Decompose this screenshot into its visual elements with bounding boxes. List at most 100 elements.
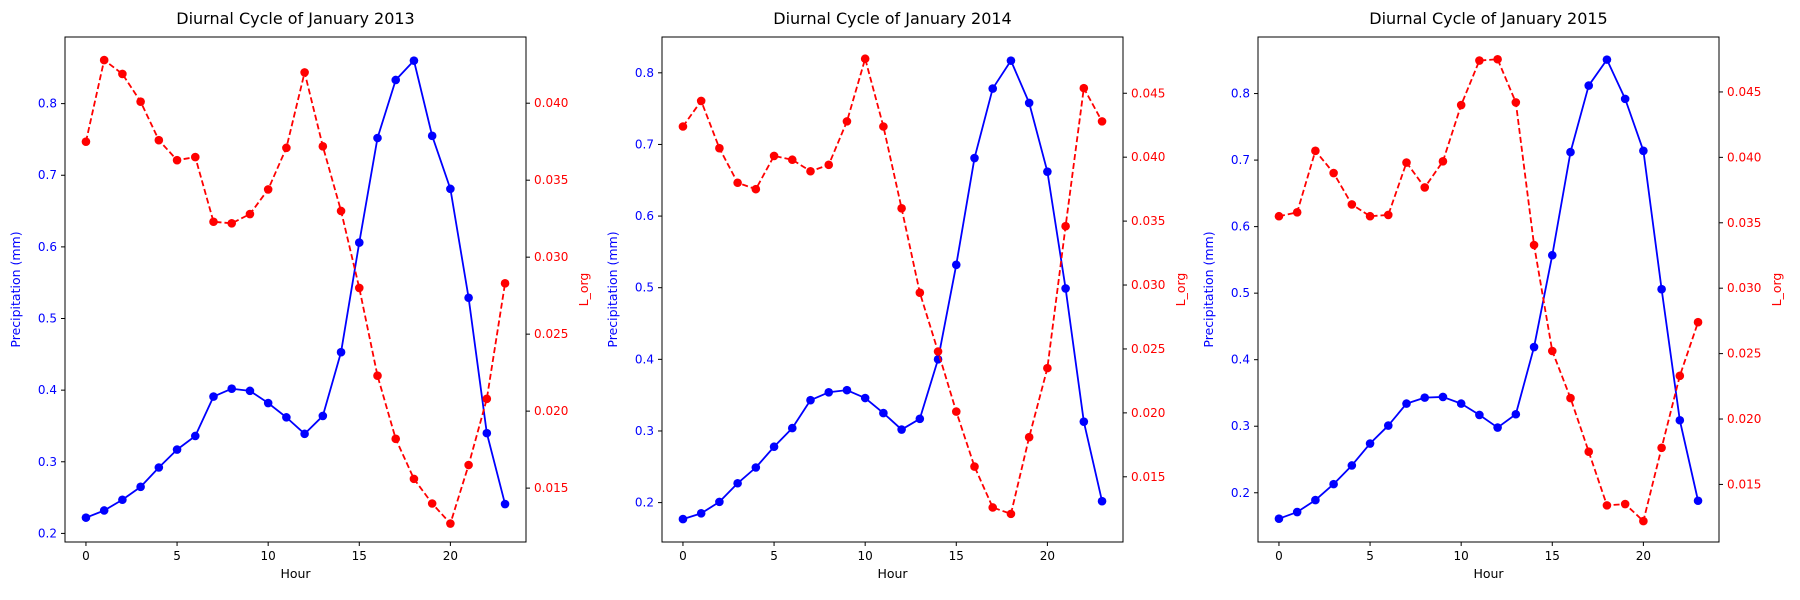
left-y-tick-label: 0.8 bbox=[1231, 87, 1250, 101]
chart-title: Diurnal Cycle of January 2013 bbox=[176, 9, 414, 28]
left-y-tick-label: 0.4 bbox=[38, 383, 57, 397]
right-y-tick-label: 0.015 bbox=[534, 481, 568, 495]
lorg-point bbox=[99, 55, 109, 65]
lorg-point bbox=[1675, 371, 1685, 381]
precipitation-point bbox=[842, 385, 852, 395]
precipitation-point bbox=[1602, 55, 1612, 64]
precipitation-point bbox=[282, 413, 291, 422]
right-y-tick-label: 0.035 bbox=[1131, 214, 1165, 228]
x-tick-label: 15 bbox=[352, 549, 367, 563]
left-y-tick-label: 0.5 bbox=[38, 312, 57, 326]
precipitation-point bbox=[446, 184, 455, 194]
left-y-tick-label: 0.8 bbox=[38, 97, 57, 111]
x-tick-label: 5 bbox=[1366, 549, 1374, 563]
precipitation-point bbox=[1024, 98, 1034, 108]
precipitation-point bbox=[172, 445, 182, 454]
lorg-point bbox=[1097, 117, 1107, 126]
lorg-point bbox=[373, 371, 382, 381]
precipitation-series-line bbox=[682, 59, 1103, 520]
lorg-point bbox=[263, 185, 273, 194]
x-tick-label: 0 bbox=[679, 549, 687, 563]
right-y-tick-label: 0.035 bbox=[534, 173, 568, 187]
left-y-tick-label: 0.3 bbox=[1231, 419, 1250, 433]
right-y-axis-label: L_org bbox=[1769, 273, 1784, 307]
left-y-axis-label: Precipitation (mm) bbox=[8, 231, 23, 347]
precipitation-point bbox=[1292, 507, 1302, 517]
lorg-point bbox=[1529, 240, 1539, 250]
precipitation-point bbox=[427, 131, 437, 141]
left-y-tick-label: 0.2 bbox=[635, 496, 654, 510]
lorg-point bbox=[1639, 516, 1648, 526]
lorg-point bbox=[409, 474, 419, 484]
precipitation-point bbox=[1438, 392, 1448, 402]
lorg-point bbox=[318, 142, 328, 151]
left-y-tick-label: 0.3 bbox=[635, 424, 654, 438]
right-y-tick-label: 0.045 bbox=[1131, 86, 1165, 100]
right-y-tick-label: 0.025 bbox=[1131, 342, 1165, 356]
lorg-point bbox=[1547, 346, 1557, 356]
right-y-tick-label: 0.015 bbox=[1727, 477, 1761, 491]
lorg-point bbox=[282, 143, 291, 153]
right-y-tick-label: 0.025 bbox=[534, 327, 568, 341]
right-y-tick-label: 0.035 bbox=[1727, 216, 1761, 230]
precipitation-point bbox=[1347, 461, 1357, 470]
precipitation-point bbox=[1639, 146, 1648, 156]
precipitation-point bbox=[245, 386, 255, 396]
lorg-point bbox=[1493, 54, 1502, 64]
lorg-series-line bbox=[85, 59, 506, 525]
precipitation-point bbox=[209, 392, 218, 401]
precipitation-point bbox=[1420, 393, 1430, 402]
precipitation-point bbox=[136, 482, 145, 492]
precipitation-point bbox=[373, 133, 382, 143]
lorg-point bbox=[245, 209, 255, 219]
lorg-point bbox=[897, 204, 906, 213]
right-y-tick-label: 0.020 bbox=[1727, 412, 1761, 426]
lorg-point bbox=[1274, 211, 1284, 221]
lorg-point bbox=[427, 499, 437, 508]
lorg-point bbox=[988, 503, 998, 512]
lorg-point bbox=[1693, 317, 1703, 327]
lorg-point bbox=[1043, 363, 1052, 373]
lorg-point bbox=[1061, 221, 1070, 231]
lorg-point bbox=[190, 152, 200, 162]
x-tick-label: 0 bbox=[1275, 549, 1283, 563]
precipitation-point bbox=[1402, 399, 1411, 408]
lorg-point bbox=[81, 137, 91, 146]
lorg-point bbox=[806, 166, 815, 176]
plot-frame bbox=[64, 36, 527, 543]
lorg-point bbox=[1456, 100, 1466, 110]
lorg-point bbox=[1584, 447, 1594, 457]
precipitation-point bbox=[769, 442, 779, 452]
precipitation-point bbox=[806, 395, 815, 405]
x-tick-label: 20 bbox=[443, 549, 458, 563]
precipitation-point bbox=[1620, 94, 1630, 104]
precipitation-point bbox=[227, 384, 237, 394]
lorg-point bbox=[933, 347, 943, 356]
lorg-point bbox=[118, 69, 127, 79]
precipitation-point bbox=[1079, 417, 1089, 426]
precipitation-point bbox=[1566, 147, 1575, 157]
right-y-tick-label: 0.025 bbox=[1727, 347, 1761, 361]
precipitation-point bbox=[1529, 342, 1539, 352]
lorg-point bbox=[172, 155, 182, 165]
precipitation-point bbox=[696, 509, 706, 518]
lorg-point bbox=[1365, 211, 1375, 221]
precipitation-point bbox=[190, 431, 200, 441]
precipitation-point bbox=[154, 463, 164, 472]
lorg-point bbox=[678, 122, 688, 131]
left-y-tick-label: 0.3 bbox=[38, 455, 57, 469]
precipitation-point bbox=[970, 153, 979, 163]
precipitation-point bbox=[391, 75, 401, 85]
lorg-point bbox=[787, 155, 797, 165]
lorg-point bbox=[696, 96, 706, 106]
lorg-point bbox=[482, 394, 492, 404]
plot-frame bbox=[661, 36, 1124, 543]
right-y-tick-label: 0.040 bbox=[1727, 150, 1761, 164]
precipitation-point bbox=[482, 428, 492, 438]
x-axis-label: Hour bbox=[877, 566, 908, 581]
precipitation-point bbox=[1329, 479, 1338, 489]
plot-frame bbox=[1257, 36, 1720, 543]
precipitation-point bbox=[1547, 250, 1557, 260]
lorg-point bbox=[464, 460, 473, 470]
